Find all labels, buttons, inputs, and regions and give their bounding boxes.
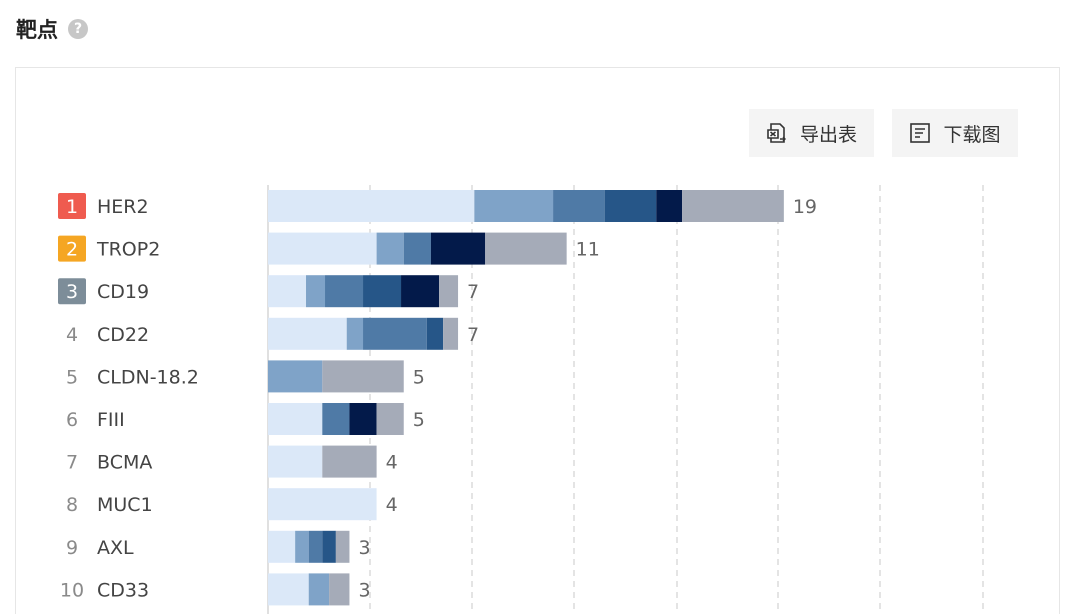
bar-segment [268,488,377,521]
rank-label: 8 [66,494,78,516]
category-label: TROP2 [96,239,160,261]
export-table-button[interactable]: 导出表 [749,109,874,157]
bar-total-label: 7 [467,281,479,303]
bar-segment [322,445,377,478]
rank-label: 5 [66,366,78,388]
rank-badge [58,193,86,219]
bar-segment [268,573,309,606]
bar-segment [308,530,323,563]
bar-total-label: 3 [358,579,370,601]
rank-badge [58,278,86,305]
bar-segment [426,317,444,350]
chart-panel: 导出表 下载图 [15,67,1060,614]
rank-label: 4 [66,324,78,346]
bar-total-label: 5 [413,409,425,431]
bar-segment [376,403,404,435]
section-header: 靶点 ? [16,12,88,46]
bar-segment [485,232,567,265]
image-download-icon [910,123,931,143]
category-label: CLDN-18.2 [97,366,199,388]
bar-segment [306,275,326,308]
bar-segment [335,530,350,563]
bar-segment [443,317,459,350]
bar-segment [682,190,784,222]
bar-total-label: 5 [413,366,425,388]
category-label: HER2 [97,196,149,218]
bar-total-label: 3 [358,537,370,559]
bar-segment [268,403,323,435]
bar-segment [403,232,431,265]
question-circle-icon[interactable]: ? [68,19,88,39]
export-table-label: 导出表 [799,123,857,146]
bar-segment [329,573,350,606]
bar-total-label: 4 [386,494,398,516]
download-image-button[interactable]: 下载图 [892,109,1018,157]
bar-segment [268,190,475,222]
bar-segment [349,403,377,435]
category-label: FIII [97,409,125,431]
bar-total-label: 11 [576,239,600,261]
bar-total-label: 7 [467,324,479,346]
rank-label: 3 [66,281,78,303]
bar-segment [322,360,404,393]
bar-segment [308,573,330,606]
bar-segment [346,317,364,350]
bar-segment [268,275,307,308]
bar-segment [268,232,377,265]
category-label: CD19 [97,281,149,303]
bar-segment [401,275,440,308]
excel-export-icon [767,123,786,143]
category-label: MUC1 [97,494,153,516]
rank-label: 2 [66,239,78,261]
rank-label: 10 [60,579,84,601]
category-label: AXL [97,537,134,559]
download-image-label: 下载图 [943,123,1001,146]
bar-segment [604,190,657,222]
bar-segment [430,232,486,265]
bar-segment [325,275,364,308]
rank-label: 6 [66,409,78,431]
bar-segment [322,403,350,435]
bar-segment [295,530,309,563]
bar-segment [322,530,336,563]
bar-total-label: 4 [386,452,398,474]
bar-segment [376,232,404,265]
category-label: BCMA [97,452,152,474]
bar-segment [268,530,296,563]
category-label: CD22 [97,324,149,346]
category-label: CD33 [97,579,149,601]
rank-label: 7 [66,452,78,474]
bar-segment [656,190,683,222]
bar-segment [439,275,459,308]
bar-segment [363,275,402,308]
bar-segment [363,317,427,350]
bar-segment [268,445,323,478]
section-title: 靶点 [16,18,58,42]
bar-segment [268,317,347,350]
rank-label: 9 [66,537,78,559]
rank-label: 1 [66,196,78,218]
bar-segment [268,360,323,393]
bar-segment [553,190,605,222]
bar-segment [474,190,554,222]
rank-badge [58,235,86,262]
bar-total-label: 19 [793,196,817,218]
